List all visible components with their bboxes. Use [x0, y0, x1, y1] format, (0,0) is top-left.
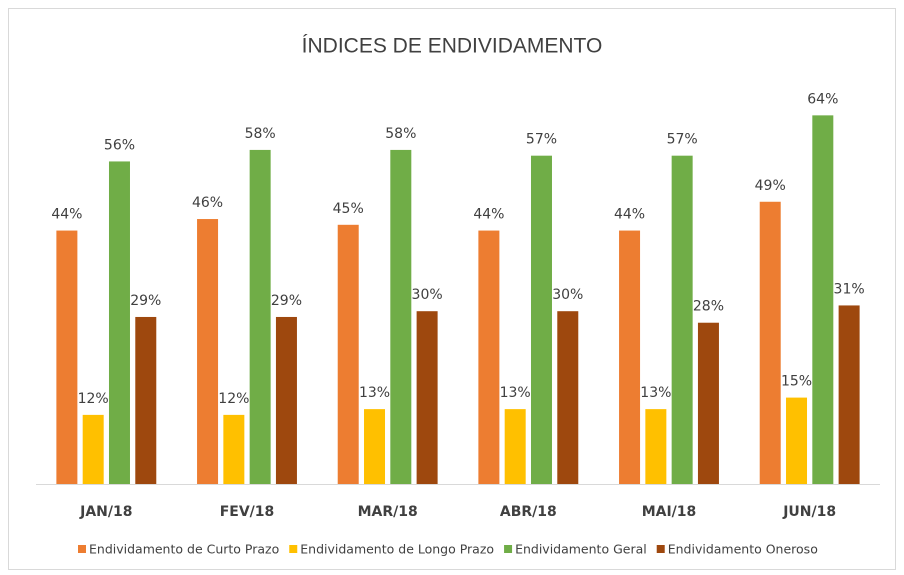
data-label: 13% — [359, 385, 390, 401]
x-tick-label: JAN/18 — [79, 504, 132, 520]
legend-label: Endividamento Oneroso — [668, 542, 818, 557]
data-label: 13% — [500, 385, 531, 401]
data-label: 49% — [755, 178, 786, 194]
bar — [557, 311, 579, 484]
bar — [416, 311, 438, 484]
bar — [135, 316, 157, 484]
chart-border — [8, 8, 896, 570]
bar — [697, 322, 719, 484]
bar — [786, 397, 808, 484]
data-label: 13% — [640, 385, 671, 401]
data-label: 58% — [245, 126, 276, 142]
legend-swatch — [289, 545, 298, 553]
data-label: 31% — [834, 281, 865, 297]
data-label: 56% — [104, 137, 135, 153]
bar — [619, 230, 641, 484]
x-tick-label: FEV/18 — [220, 504, 275, 520]
bar — [275, 316, 297, 484]
bar — [838, 305, 860, 484]
legend-swatch — [656, 545, 665, 553]
bar — [197, 219, 219, 485]
legend-swatch — [504, 545, 513, 553]
data-label: 15% — [781, 374, 812, 390]
bar — [249, 149, 271, 485]
data-label: 28% — [693, 299, 724, 315]
legend-label: Endividamento de Curto Prazo — [89, 542, 279, 557]
x-tick-label: MAI/18 — [642, 504, 697, 520]
data-label: 29% — [271, 293, 302, 309]
data-label: 44% — [473, 207, 504, 223]
bar — [364, 409, 386, 484]
data-label: 64% — [807, 91, 838, 107]
legend-label: Endividamento Geral — [515, 542, 647, 557]
data-label: 57% — [667, 132, 698, 148]
bar — [223, 414, 245, 484]
x-tick-label: MAR/18 — [358, 504, 418, 520]
data-label: 30% — [412, 287, 443, 303]
data-label: 29% — [130, 293, 161, 309]
legend-swatch — [78, 545, 86, 553]
data-label: 12% — [78, 391, 109, 407]
data-label: 58% — [385, 126, 416, 142]
bar — [108, 161, 130, 484]
bar — [504, 409, 526, 484]
data-label: 57% — [526, 132, 557, 148]
bar — [671, 155, 693, 484]
bar — [759, 201, 781, 484]
data-label: 46% — [192, 195, 223, 211]
data-label: 44% — [51, 207, 82, 223]
bar — [82, 414, 104, 484]
bar — [812, 115, 834, 485]
legend-label: Endividamento de Longo Prazo — [300, 542, 494, 557]
bar — [56, 230, 78, 484]
bar — [530, 155, 552, 484]
chart-title: ÍNDICES DE ENDIVIDAMENTO — [302, 35, 603, 58]
data-label: 12% — [218, 391, 249, 407]
data-label: 44% — [614, 207, 645, 223]
bar — [478, 230, 500, 484]
bar — [390, 149, 412, 485]
data-label: 30% — [552, 287, 583, 303]
x-tick-label: ABR/18 — [500, 504, 557, 520]
x-tick-label: JUN/18 — [782, 504, 836, 520]
bar — [645, 409, 667, 484]
data-label: 45% — [333, 201, 364, 217]
bar — [337, 224, 359, 485]
